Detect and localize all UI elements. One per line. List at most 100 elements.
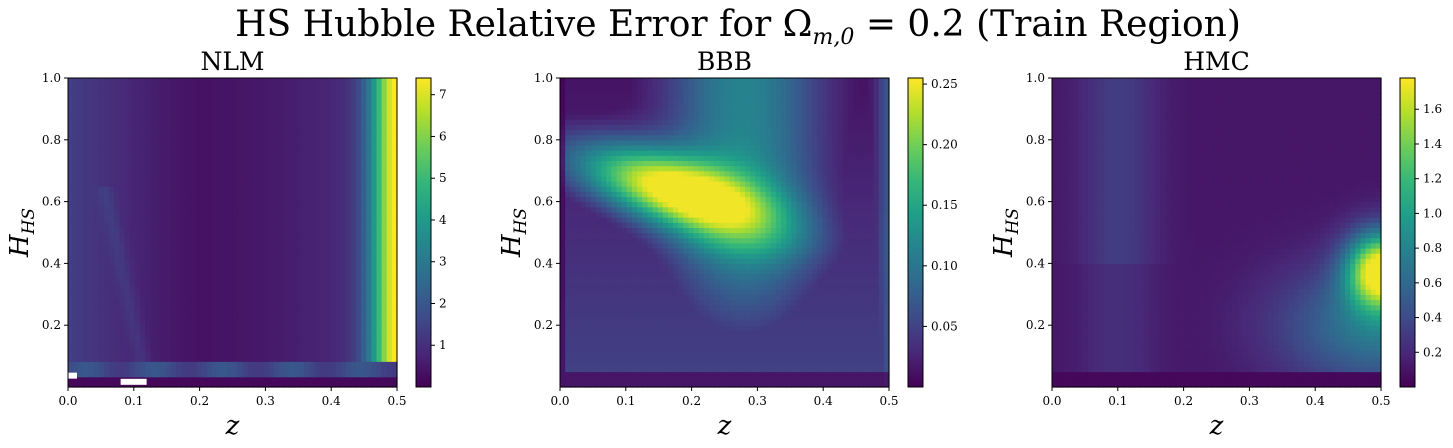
heatmap-cell xyxy=(165,340,172,347)
heatmap-cell xyxy=(355,247,362,254)
heatmap-cell xyxy=(304,345,311,352)
heatmap-cell xyxy=(637,335,643,342)
heatmap-cell xyxy=(242,114,249,120)
heatmap-cell xyxy=(775,314,782,321)
heatmap-cell xyxy=(309,376,316,383)
heatmap-cell xyxy=(268,294,275,301)
heatmap-cell xyxy=(160,170,167,177)
heatmap-cell xyxy=(765,325,772,331)
heatmap-cell xyxy=(227,196,234,203)
heatmap-cell xyxy=(765,309,772,316)
heatmap-cell xyxy=(565,299,571,306)
heatmap-cell xyxy=(232,201,239,208)
heatmap-cell xyxy=(883,381,890,388)
heatmap-cell xyxy=(386,83,393,89)
heatmap-cell xyxy=(155,134,162,141)
heatmap-cell xyxy=(652,335,659,342)
heatmap-cell xyxy=(371,83,378,89)
heatmap-cell xyxy=(873,314,880,321)
heatmap-cell xyxy=(165,129,172,136)
heatmap-cell xyxy=(345,371,352,378)
heatmap-cell xyxy=(68,144,74,151)
heatmap-cell xyxy=(386,134,393,141)
heatmap-cell xyxy=(335,366,342,373)
heatmap-cell xyxy=(109,134,115,141)
heatmap-cell xyxy=(755,371,762,378)
heatmap-cell xyxy=(601,304,607,311)
heatmap-cell xyxy=(124,93,131,100)
heatmap-cell xyxy=(73,165,79,172)
heatmap-cell xyxy=(237,371,244,378)
heatmap-cell xyxy=(355,88,362,95)
heatmap-cell xyxy=(222,211,228,218)
heatmap-cell xyxy=(580,356,587,362)
heatmap-cell xyxy=(196,222,203,228)
heatmap-cell xyxy=(858,356,864,362)
heatmap-cell xyxy=(247,170,254,177)
heatmap-cell xyxy=(170,196,177,203)
heatmap-cell xyxy=(114,345,121,352)
heatmap-cell xyxy=(381,278,388,285)
heatmap-cell xyxy=(263,201,270,208)
heatmap-cell xyxy=(755,356,762,362)
heatmap-cell xyxy=(263,181,270,187)
heatmap-cell xyxy=(340,181,347,187)
heatmap-cell xyxy=(155,211,162,218)
heatmap-cell xyxy=(878,371,885,378)
heatmap-cell xyxy=(376,237,383,244)
heatmap-cell xyxy=(801,366,808,373)
heatmap-cell xyxy=(294,237,300,244)
heatmap-cell xyxy=(304,232,311,239)
heatmap-cell xyxy=(124,371,131,378)
heatmap-cell xyxy=(837,325,844,331)
heatmap-cell xyxy=(186,371,192,378)
heatmap-cell xyxy=(155,273,162,280)
heatmap-cell xyxy=(124,304,131,311)
heatmap-cell xyxy=(268,371,275,378)
heatmap-cell xyxy=(258,335,264,342)
heatmap-cell xyxy=(124,294,131,301)
heatmap-cell xyxy=(175,165,182,172)
heatmap-cell xyxy=(242,299,249,306)
heatmap-cell xyxy=(160,366,167,373)
heatmap-cell xyxy=(289,366,295,373)
heatmap-cell xyxy=(68,114,74,120)
heatmap-cell xyxy=(145,201,151,208)
heatmap-cell xyxy=(299,366,306,373)
heatmap-cell xyxy=(232,335,239,342)
heatmap-cell xyxy=(330,309,336,316)
heatmap-cell xyxy=(673,299,679,306)
heatmap-cell xyxy=(325,325,331,331)
heatmap-cell xyxy=(325,78,331,84)
heatmap-cell xyxy=(371,330,378,337)
heatmap-cell xyxy=(355,139,362,146)
heatmap-cell xyxy=(93,273,100,280)
heatmap-cell xyxy=(335,273,342,280)
heatmap-cell xyxy=(330,325,336,331)
heatmap-cell xyxy=(232,103,239,110)
heatmap-cell xyxy=(263,170,270,177)
heatmap-cell xyxy=(314,181,321,187)
heatmap-cell xyxy=(355,114,362,120)
heatmap-cell xyxy=(832,299,839,306)
heatmap-cell xyxy=(294,206,300,213)
heatmap-cell xyxy=(391,134,398,141)
heatmap-cell xyxy=(366,129,372,136)
heatmap-cell xyxy=(289,165,295,172)
heatmap-cell xyxy=(340,201,347,208)
heatmap-cell xyxy=(345,309,352,316)
heatmap-cell xyxy=(103,165,110,172)
heatmap-cell xyxy=(222,78,228,84)
heatmap-cell xyxy=(709,299,715,306)
heatmap-cell xyxy=(340,253,347,259)
heatmap-cell xyxy=(325,381,331,388)
heatmap-cell xyxy=(191,144,198,151)
heatmap-cell xyxy=(376,114,383,120)
heatmap-cell xyxy=(175,134,182,141)
heatmap-cell xyxy=(268,139,275,146)
heatmap-cell xyxy=(611,345,618,352)
heatmap-cell xyxy=(314,299,321,306)
heatmap-cell xyxy=(98,335,105,342)
heatmap-cell xyxy=(294,196,300,203)
heatmap-cell xyxy=(371,284,378,290)
